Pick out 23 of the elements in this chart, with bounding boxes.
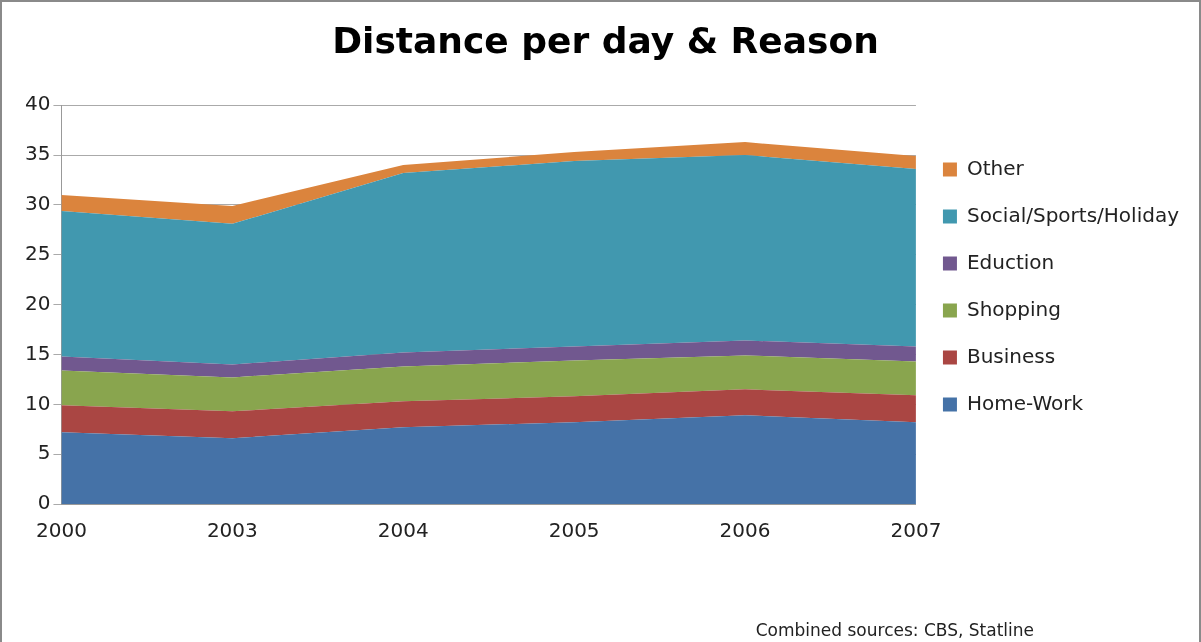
legend-label: Business [966, 343, 1056, 368]
y-tick-label: 10 [25, 390, 51, 415]
x-tick-label: 2004 [377, 518, 429, 543]
y-tick-label: 15 [25, 340, 51, 365]
y-tick-label: 0 [37, 490, 51, 515]
y-tick-label: 30 [25, 191, 51, 216]
x-tick-label: 2000 [36, 518, 87, 543]
y-tick-label: 20 [25, 290, 51, 315]
y-tick-label: 40 [25, 91, 51, 116]
x-tick-label: 2005 [548, 518, 600, 543]
legend-label: Shopping [966, 296, 1061, 321]
y-tick-label: 5 [37, 440, 51, 465]
y-tick-label: 35 [25, 141, 51, 166]
text: Combined sources: CBS, Statline [755, 620, 1034, 640]
legend-label: Other [966, 155, 1025, 180]
chart-title: Distance per day & Reason [332, 19, 879, 61]
legend-label: Home-Work [966, 390, 1084, 415]
legend-label: Eduction [966, 249, 1055, 274]
legend-label: Social/Sports/Holiday [966, 202, 1180, 227]
x-tick-label: 2006 [719, 518, 771, 543]
y-tick-label: 25 [25, 240, 51, 265]
x-tick-label: 2003 [206, 518, 258, 543]
x-tick-label: 2007 [890, 518, 942, 543]
